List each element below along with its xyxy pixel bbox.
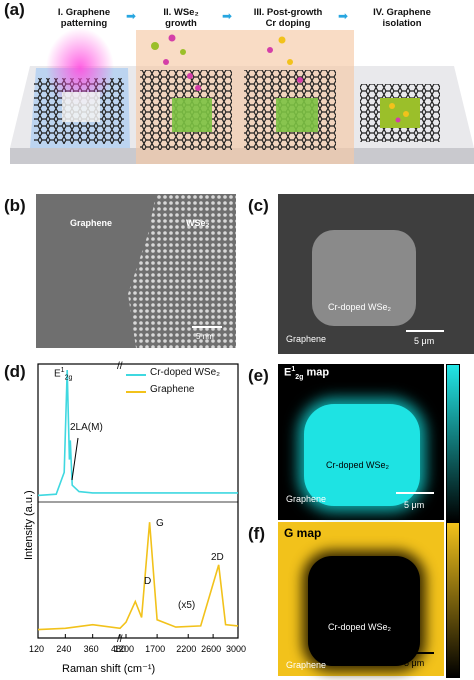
panel-b-label: (b) bbox=[4, 196, 26, 215]
g-graphene-text: Graphene bbox=[286, 660, 327, 670]
e2g-map bbox=[278, 364, 444, 520]
e2g-scale-bar bbox=[396, 492, 434, 494]
g-flake-text: Cr-doped WSe₂ bbox=[328, 622, 392, 632]
pattern-window bbox=[62, 92, 100, 122]
step-2-line1: WSe₂ bbox=[173, 7, 199, 18]
wse2-crystal-2 bbox=[172, 98, 212, 132]
x-tick-label: 480 bbox=[111, 644, 126, 654]
raman-xlabel: Raman shift (cm⁻¹) bbox=[62, 663, 155, 675]
step-4-label: IV. Graphene isolation bbox=[352, 7, 452, 29]
axis-break-top: // bbox=[117, 361, 123, 372]
step-1-line1: Graphene bbox=[65, 7, 111, 18]
panel-d-label: (d) bbox=[4, 362, 26, 381]
tem-wse2-text: WSe₂ bbox=[186, 218, 210, 228]
g-scale-label: 5 μm bbox=[404, 658, 425, 668]
step-3-line2: Cr doping bbox=[265, 18, 311, 29]
step-4-line1: Graphene bbox=[386, 7, 431, 18]
sem-graphene-text: Graphene bbox=[286, 334, 327, 344]
panel-f-label: (f) bbox=[248, 524, 265, 543]
step-2-line2: growth bbox=[165, 18, 197, 29]
x-tick-label: 240 bbox=[56, 644, 71, 654]
e2g-title-main: E bbox=[284, 366, 292, 379]
e2g-title-rest: map bbox=[303, 366, 330, 379]
legend-graphene-swatch bbox=[126, 391, 146, 393]
peak-e2g-sub: 2g bbox=[64, 374, 73, 382]
legend-wse2-text: Cr-doped WSe₂ bbox=[150, 367, 221, 378]
step-3-num: III. bbox=[253, 7, 265, 18]
e2g-graphene-text: Graphene bbox=[286, 494, 327, 504]
peak-e2g-main: E bbox=[54, 368, 61, 380]
raman-series-0 bbox=[37, 369, 238, 497]
cr-wse2-crystal-4 bbox=[380, 98, 420, 128]
e2g-title-sub: 2g bbox=[295, 373, 304, 381]
process-schematic bbox=[10, 28, 474, 164]
wse2-lattice-region bbox=[128, 194, 236, 348]
axis-break-bottom: // bbox=[117, 634, 123, 645]
wse2-crystal-3 bbox=[276, 98, 318, 132]
step-1-line2: patterning bbox=[60, 18, 108, 29]
step-1-num: I. bbox=[57, 7, 64, 18]
x-tick-label: 360 bbox=[84, 644, 99, 654]
step-4-line2: isolation bbox=[382, 18, 422, 29]
step-2-label: II. WSe₂ growth bbox=[146, 7, 216, 29]
raman-ylabel: Intensity (a.u.) bbox=[23, 490, 35, 560]
step-3-line1: Post-growth bbox=[266, 7, 323, 18]
g-map-flake bbox=[308, 556, 420, 666]
panel-c-label: (c) bbox=[248, 196, 269, 215]
sem-scale-label: 5 μm bbox=[414, 336, 435, 346]
sem-scale-bar bbox=[406, 330, 444, 332]
g-map-title: G map bbox=[284, 526, 322, 540]
arrow-icon: ➡ bbox=[338, 9, 349, 23]
x-tick-label: 3000 bbox=[226, 644, 246, 654]
x-tick-label: 120 bbox=[29, 644, 44, 654]
peak-2la-label: 2LA(M) bbox=[70, 422, 103, 433]
e2g-map-flake bbox=[304, 404, 420, 506]
peak-g-label: G bbox=[156, 518, 164, 529]
step-3-label: III. Post-growth Cr doping bbox=[240, 7, 336, 29]
e2g-colorbar bbox=[446, 364, 460, 522]
panel-e-label: (e) bbox=[248, 366, 269, 385]
g-scale-bar bbox=[396, 652, 434, 654]
arrow-icon: ➡ bbox=[222, 9, 233, 23]
legend-wse2-swatch bbox=[126, 374, 146, 376]
step-4-num: IV. bbox=[373, 7, 384, 18]
x-tick-label: 1200 bbox=[114, 644, 134, 654]
peak-arrow bbox=[71, 437, 79, 481]
peak-e2g-label: E12g bbox=[54, 367, 72, 381]
x-tick-label: 1700 bbox=[145, 644, 165, 654]
e2g-scale-label: 5 μm bbox=[404, 500, 425, 510]
panel-a-label: (a) bbox=[4, 0, 25, 19]
sem-flake bbox=[312, 230, 416, 326]
tem-graphene-text: Graphene bbox=[70, 218, 113, 228]
sem-flake-text: Cr-doped WSe₂ bbox=[328, 302, 392, 312]
peak-d-label: D bbox=[144, 576, 152, 587]
legend-graphene-text: Graphene bbox=[150, 384, 195, 395]
g-map bbox=[278, 522, 444, 676]
arrow-icon: ➡ bbox=[126, 9, 137, 23]
x-tick-label: 2600 bbox=[201, 644, 221, 654]
g-colorbar bbox=[446, 522, 460, 678]
step-1-label: I. Graphene patterning bbox=[44, 7, 124, 29]
sem-image bbox=[278, 194, 474, 354]
peak-2d-label: 2D bbox=[211, 552, 224, 563]
tem-scale-label: 5 nm bbox=[196, 332, 214, 341]
raman-series-1 bbox=[37, 522, 239, 631]
tem-scale-bar bbox=[192, 326, 222, 328]
e2g-map-title: E12g map bbox=[284, 366, 329, 381]
peak-e2g-sup: 1 bbox=[60, 367, 65, 374]
tem-image bbox=[36, 194, 236, 348]
x-tick-label: 2200 bbox=[176, 644, 196, 654]
plasma-glow bbox=[46, 28, 114, 108]
e2g-flake-text: Cr-doped WSe₂ bbox=[326, 460, 390, 470]
e2g-title-sup: 1 bbox=[291, 366, 296, 373]
scale-x5-label: (x5) bbox=[178, 600, 196, 611]
step-2-num: II. bbox=[163, 7, 172, 18]
